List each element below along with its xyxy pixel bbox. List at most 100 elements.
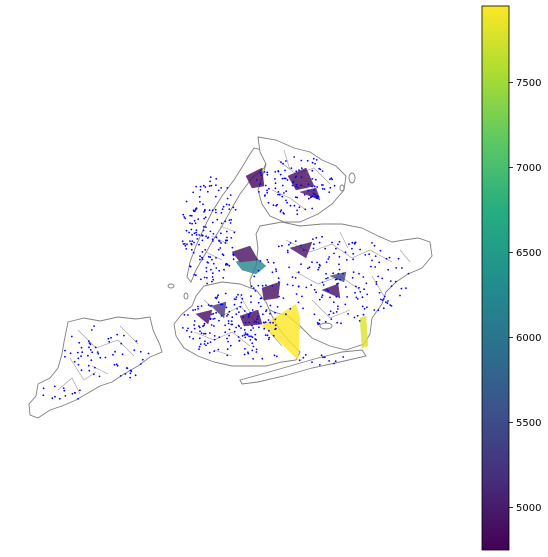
- point-marker: [334, 360, 337, 363]
- point-marker: [264, 334, 267, 336]
- point-marker: [361, 296, 364, 299]
- polygon-queens-south: [321, 283, 341, 299]
- point-marker: [358, 272, 360, 275]
- point-marker: [316, 186, 318, 188]
- point-marker: [221, 253, 224, 256]
- point-marker: [333, 252, 335, 255]
- point-marker: [244, 348, 246, 350]
- point-marker: [265, 309, 268, 311]
- point-marker: [232, 206, 235, 209]
- point-marker: [267, 261, 270, 264]
- point-marker: [255, 351, 258, 353]
- point-marker: [309, 196, 312, 199]
- point-marker: [286, 179, 289, 181]
- point-marker: [268, 336, 271, 339]
- point-marker: [268, 187, 270, 190]
- point-marker: [110, 336, 112, 339]
- point-marker: [264, 321, 267, 324]
- point-marker: [358, 320, 361, 322]
- point-marker: [352, 252, 355, 255]
- point-marker: [70, 335, 73, 338]
- point-marker: [297, 301, 300, 304]
- point-marker: [355, 296, 358, 299]
- point-marker: [325, 277, 327, 280]
- point-marker: [375, 283, 378, 285]
- point-marker: [213, 325, 215, 327]
- point-marker: [394, 280, 397, 283]
- point-marker: [377, 275, 379, 278]
- point-marker: [379, 249, 382, 252]
- polygon-bronx-north: [245, 167, 265, 189]
- point-marker: [255, 338, 258, 341]
- point-marker: [317, 268, 320, 271]
- point-marker: [215, 211, 217, 214]
- point-marker: [368, 253, 371, 256]
- point-marker: [202, 229, 205, 232]
- point-marker: [133, 349, 136, 352]
- point-marker: [222, 205, 225, 208]
- point-marker: [236, 308, 239, 310]
- point-marker: [335, 295, 338, 298]
- point-marker: [277, 277, 280, 280]
- point-marker: [212, 312, 215, 315]
- point-marker: [244, 321, 247, 324]
- point-marker: [218, 269, 221, 272]
- point-marker: [211, 240, 214, 242]
- point-marker: [195, 231, 197, 234]
- point-marker: [284, 177, 287, 180]
- point-marker: [269, 321, 272, 324]
- point-marker: [295, 183, 298, 186]
- point-marker: [320, 354, 323, 357]
- point-marker: [199, 326, 201, 329]
- point-marker: [300, 263, 302, 266]
- point-marker: [337, 282, 339, 285]
- point-marker: [339, 278, 341, 281]
- point-marker: [214, 195, 217, 198]
- point-marker: [250, 285, 253, 288]
- point-marker: [304, 208, 307, 211]
- point-marker: [189, 214, 192, 217]
- point-marker: [220, 242, 222, 244]
- point-marker: [281, 195, 284, 198]
- point-marker: [378, 291, 381, 294]
- point-marker: [359, 248, 361, 251]
- colorbar-tick-label-3: 6500: [516, 248, 541, 259]
- point-marker: [296, 213, 299, 216]
- point-marker: [291, 276, 294, 278]
- point-marker: [259, 297, 262, 300]
- point-marker: [311, 361, 313, 363]
- point-marker: [263, 195, 266, 197]
- point-marker: [344, 251, 347, 254]
- point-marker: [97, 352, 100, 355]
- point-marker: [73, 360, 76, 363]
- polygon-brooklyn-south: [195, 309, 213, 325]
- point-marker: [333, 362, 335, 365]
- point-marker: [279, 173, 282, 176]
- point-marker: [226, 315, 228, 317]
- polygon-queens-southeast: [261, 303, 301, 361]
- point-marker: [89, 348, 92, 351]
- point-marker: [193, 241, 195, 244]
- point-marker: [185, 200, 188, 203]
- point-marker: [286, 201, 288, 204]
- point-marker: [208, 351, 211, 354]
- point-marker: [205, 235, 208, 238]
- point-marker: [371, 259, 373, 262]
- point-marker: [76, 351, 79, 354]
- colorbar-tick-label-0: 5000: [516, 503, 541, 514]
- point-marker: [211, 272, 214, 275]
- point-marker: [209, 176, 212, 179]
- point-marker: [241, 297, 244, 300]
- point-marker: [135, 340, 138, 342]
- point-marker: [215, 311, 218, 314]
- point-marker: [321, 170, 324, 173]
- point-marker: [323, 188, 326, 191]
- point-marker: [257, 322, 260, 325]
- point-marker: [210, 313, 213, 316]
- point-marker: [229, 344, 232, 347]
- point-marker: [378, 261, 381, 264]
- point-marker: [64, 395, 67, 397]
- point-marker: [201, 258, 204, 261]
- point-marker: [243, 310, 246, 312]
- point-marker: [189, 265, 192, 268]
